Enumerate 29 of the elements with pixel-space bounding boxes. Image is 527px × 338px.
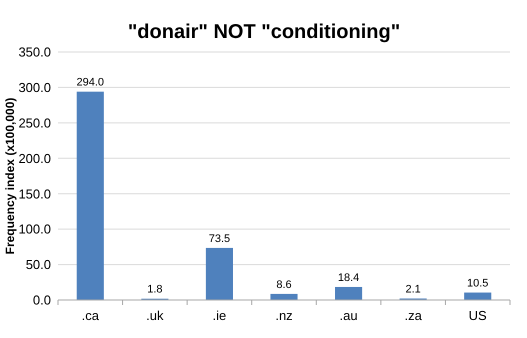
y-tick-label: 50.0 bbox=[26, 257, 51, 272]
x-tick-label: .nz bbox=[275, 308, 293, 323]
y-tick-label: 200.0 bbox=[18, 150, 51, 166]
y-tick-label: 150.0 bbox=[18, 186, 51, 202]
bar bbox=[335, 286, 362, 300]
bar bbox=[206, 248, 233, 300]
y-tick-label: 300.0 bbox=[18, 80, 51, 95]
chart-title: "donair" NOT "conditioning" bbox=[128, 21, 400, 43]
x-tick-label: .za bbox=[404, 308, 423, 323]
x-tick-label: US bbox=[468, 308, 488, 323]
bar bbox=[76, 92, 104, 300]
y-tick-label: 100.0 bbox=[18, 222, 51, 237]
data-label: 8.6 bbox=[276, 278, 292, 291]
data-label: 18.4 bbox=[338, 272, 360, 284]
x-tick-label: .uk bbox=[146, 308, 164, 323]
y-axis-title: Frequency index (x100,000) bbox=[3, 98, 17, 254]
x-tick-label: .au bbox=[340, 308, 358, 323]
bar bbox=[464, 292, 492, 300]
y-tick-label: 350.0 bbox=[18, 44, 51, 60]
data-label: 10.5 bbox=[467, 278, 488, 290]
data-label: 73.5 bbox=[208, 232, 230, 245]
x-tick-label: .ie bbox=[212, 308, 226, 323]
y-tick-label: 0.0 bbox=[32, 292, 51, 308]
bar bbox=[270, 294, 298, 300]
y-tick-label: 250.0 bbox=[18, 115, 51, 130]
data-label: 2.1 bbox=[405, 284, 421, 296]
x-tick-label: .ca bbox=[82, 308, 100, 323]
data-label: 294.0 bbox=[76, 76, 104, 89]
data-label: 1.8 bbox=[147, 284, 163, 296]
